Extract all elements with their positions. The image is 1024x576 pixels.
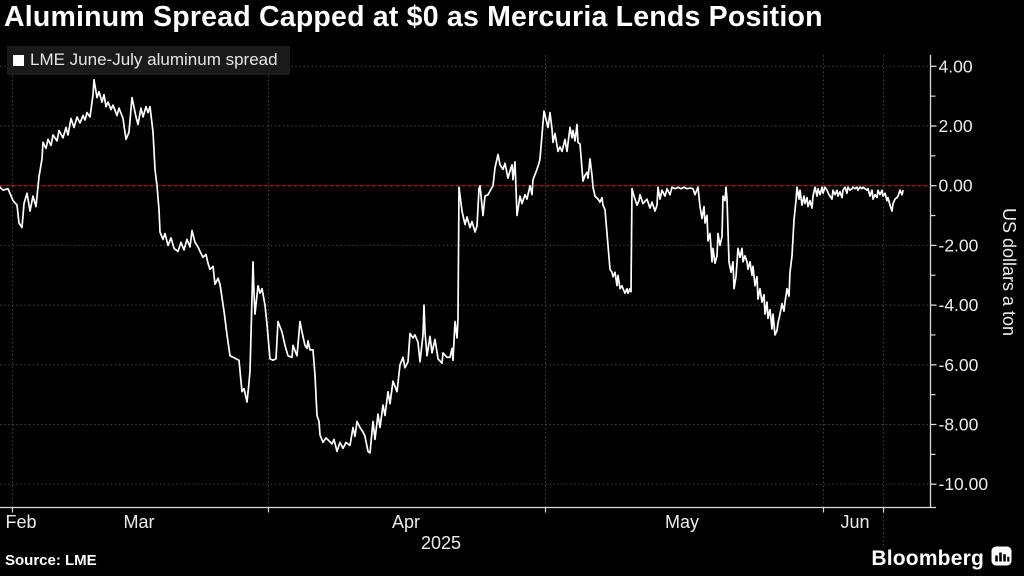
x-year-label: 2025 <box>421 533 461 553</box>
x-month-label: Jun <box>840 512 869 532</box>
y-tick-label: 0.00 <box>939 176 973 196</box>
x-month-label: Mar <box>124 512 155 532</box>
y-tick-label: -6.00 <box>939 355 979 375</box>
legend-square-marker-icon <box>13 54 24 66</box>
bloomberg-wordmark: Bloomberg <box>871 547 984 570</box>
y-tick-label: -4.00 <box>939 295 979 315</box>
bloomberg-bars-bubble-icon <box>991 546 1012 572</box>
legend-label: LME June-July aluminum spread <box>30 50 278 69</box>
chart-title: Aluminum Spread Capped at $0 as Mercuria… <box>4 1 823 33</box>
bloomberg-logo: Bloomberg <box>871 546 1012 572</box>
y-tick-label: -8.00 <box>939 415 979 435</box>
y-tick-label: 4.00 <box>939 56 973 76</box>
x-month-label: Apr <box>392 512 420 532</box>
source-note: Source: LME <box>5 552 97 569</box>
x-month-label: Feb <box>5 512 36 532</box>
y-tick-label: -2.00 <box>939 235 979 255</box>
y-tick-label: -10.00 <box>939 474 989 494</box>
y-axis-title: US dollars a ton <box>999 208 1019 336</box>
spread-line-series <box>0 78 904 454</box>
legend: LME June-July aluminum spread <box>7 46 290 75</box>
y-tick-label: 2.00 <box>939 116 973 136</box>
x-month-label: May <box>665 512 699 532</box>
